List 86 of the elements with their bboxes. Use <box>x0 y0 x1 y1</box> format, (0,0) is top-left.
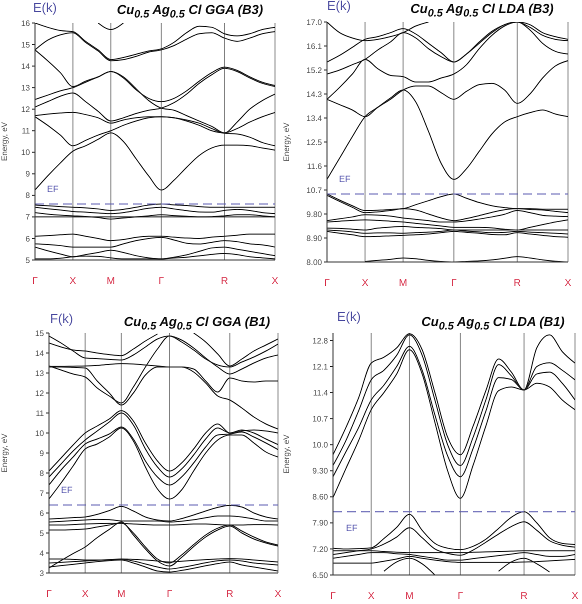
ref-line-label: EF <box>61 485 74 495</box>
y-tick-label: 9 <box>40 448 45 458</box>
x-tick-label: Γ <box>46 589 52 600</box>
x-tick-label: X <box>274 589 282 600</box>
y-tick-label: 8 <box>40 468 45 478</box>
chart-title: Cu$_{0.5}$ Ag$_{0.5}$ Cl GGA (B1) <box>124 314 270 335</box>
x-tick-label: M <box>106 276 115 288</box>
y-tick-label: 12.8 <box>312 336 329 346</box>
y-axis-title: Energy, eV <box>0 432 9 472</box>
y-tick-label: 13 <box>35 368 45 378</box>
y-tick-label: 4 <box>40 548 45 558</box>
y-tick-label: 7 <box>26 212 31 222</box>
y-tick-label: 13 <box>21 83 31 92</box>
y-tick-label: 5 <box>26 256 31 265</box>
x-tick-label: X <box>564 278 572 290</box>
y-tick-label: 14 <box>21 62 31 71</box>
ref-line-label: EF <box>346 523 358 534</box>
chart-title: Cu$_{0.5}$ Ag$_{0.5}$ Cl GGA (B3) <box>116 2 264 23</box>
y-tick-label: 6 <box>40 508 45 518</box>
x-tick-label: X <box>70 276 77 288</box>
y-tick-label: 7 <box>40 488 45 498</box>
text: E(k) <box>33 0 57 15</box>
y-tick-label: 10.7 <box>306 186 323 195</box>
y-tick-label: 10 <box>35 428 45 438</box>
y-tick-label: 10 <box>21 148 31 158</box>
y-tick-label: 14.3 <box>306 90 323 99</box>
x-tick-label: Γ <box>166 589 173 600</box>
x-tick-label: Γ <box>458 591 464 602</box>
x-tick-label: X <box>272 276 279 288</box>
text: E(k) <box>337 309 361 324</box>
text: E(k) <box>327 0 351 13</box>
y-tick-label: 12.1 <box>312 362 329 372</box>
x-tick-label: R <box>220 276 228 288</box>
y-axis-title: Energy, eV <box>282 434 291 474</box>
x-tick-label: M <box>405 591 414 602</box>
y-tick-label: 9 <box>26 170 31 179</box>
y-tick-label: 11 <box>22 126 31 136</box>
y-tick-label: 9.30 <box>312 466 329 476</box>
x-tick-label: M <box>398 278 408 290</box>
y-tick-label: 14 <box>35 348 45 358</box>
y-axis-title: Energy, eV <box>282 122 291 162</box>
x-tick-label: M <box>117 589 126 600</box>
y-tick-label: 9.80 <box>306 210 323 219</box>
y-tick-label: 13.4 <box>306 114 323 123</box>
x-tick-label: X <box>362 278 369 290</box>
y-tick-label: 15.2 <box>306 66 323 75</box>
chart-title: Cu$_{0.5}$ Ag$_{0.5}$ Cl LDA (B1) <box>421 314 565 335</box>
y-tick-label: 12 <box>21 105 31 114</box>
x-tick-label: R <box>514 278 521 290</box>
x-tick-label: R <box>226 589 234 600</box>
chart-title: Cu$_{0.5}$ Ag$_{0.5}$ Cl LDA (B3) <box>410 1 554 22</box>
y-tick-label: 10.0 <box>312 440 329 450</box>
x-tick-label: X <box>368 591 375 602</box>
y-tick-label: 8.90 <box>306 234 323 243</box>
y-tick-label: 11.6 <box>307 162 323 171</box>
x-tick-label: Γ <box>32 276 38 288</box>
y-tick-label: 8 <box>26 191 31 200</box>
y-tick-label: 7.90 <box>312 518 329 528</box>
y-tick-label: 3 <box>40 568 45 578</box>
x-tick-label: R <box>520 591 528 602</box>
y-tick-label: 8.00 <box>306 258 323 267</box>
y-tick-label: 15 <box>21 40 31 50</box>
y-tick-label: 6 <box>26 234 31 244</box>
x-tick-label: Γ <box>158 276 165 288</box>
y-axis-title: Energy, eV <box>0 121 9 161</box>
y-tick-label: 12 <box>35 388 45 398</box>
x-tick-label: Γ <box>451 278 458 290</box>
y-tick-label: 11 <box>36 408 45 418</box>
y-tick-label: 16 <box>21 18 31 28</box>
x-tick-label: Γ <box>330 591 336 602</box>
y-tick-label: 16.1 <box>306 42 323 51</box>
y-tick-label: 8.60 <box>312 492 329 502</box>
y-tick-label: 11.4 <box>313 388 329 398</box>
ref-line-label: EF <box>47 184 60 194</box>
x-tick-label: Γ <box>324 278 330 290</box>
y-tick-label: 6.50 <box>312 570 329 580</box>
x-tick-label: X <box>82 589 89 600</box>
text: F(k) <box>50 311 74 326</box>
y-tick-label: 7.20 <box>312 544 329 554</box>
y-tick-label: 12.5 <box>306 138 323 147</box>
y-tick-label: 17.0 <box>306 18 323 27</box>
y-tick-label: 5 <box>40 528 45 538</box>
x-tick-label: X <box>572 591 579 602</box>
y-tick-label: 10.7 <box>312 414 329 424</box>
ref-line-label: EF <box>339 174 352 184</box>
y-tick-label: 15 <box>35 328 45 338</box>
